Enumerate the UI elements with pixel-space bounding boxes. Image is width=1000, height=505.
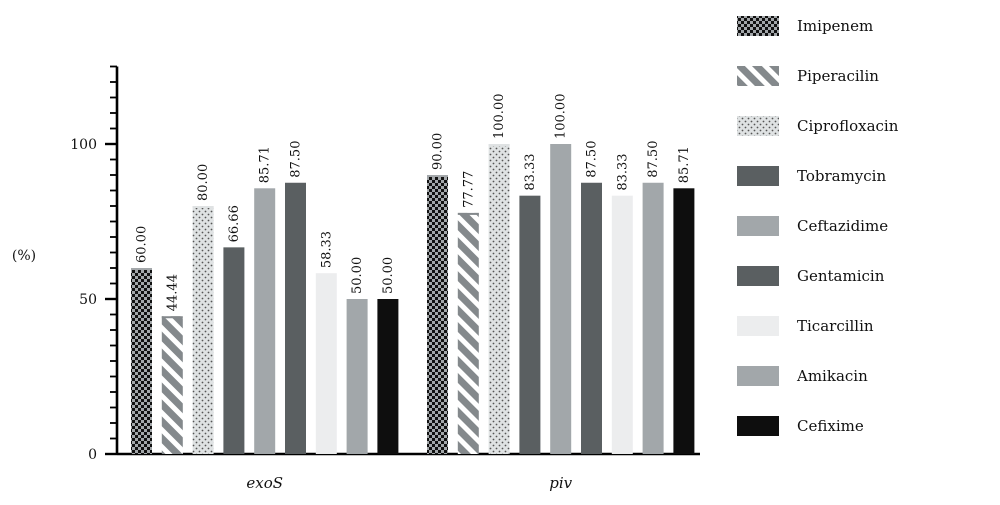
legend-swatch-gentamicin	[737, 266, 779, 286]
data-label: 80.00	[196, 164, 211, 201]
legend-label-imipenem: Imipenem	[797, 17, 873, 35]
data-label: 44.44	[165, 274, 180, 311]
bar-ceftazidime-exos	[254, 188, 276, 454]
bar-amikacin-exos	[346, 299, 368, 454]
legend-swatch-tobramycin	[737, 166, 779, 186]
bar-ticarcillin-piv	[611, 195, 633, 454]
bar-amikacin-piv	[642, 182, 664, 454]
legend: Imipenem Piperacilin Ciprofloxacin Tobramyc…	[737, 16, 899, 436]
bar-ceftazidime-piv	[550, 144, 572, 454]
bar-tobramycin-exos	[223, 247, 245, 454]
bar-ciprofloxacin-piv	[488, 144, 510, 454]
axis-layer: (%) 0 50 100 exoS piv	[12, 65, 700, 492]
legend-label-tobramycin: Tobramycin	[797, 167, 886, 185]
legend-swatch-cefixime	[737, 416, 779, 436]
legend-label-amikacin: Amikacin	[796, 367, 868, 385]
bar-tobramycin-piv	[519, 195, 541, 454]
data-label: 100.00	[554, 94, 569, 140]
bar-cap	[131, 268, 152, 270]
data-label: 66.66	[227, 205, 242, 242]
legend-label-piperacilin: Piperacilin	[797, 67, 879, 85]
data-label: 83.33	[615, 153, 630, 190]
data-label: 87.50	[585, 141, 600, 178]
legend-swatch-ticarcillin	[737, 316, 779, 336]
bar-cap	[457, 212, 479, 215]
bar-cefixime-piv	[673, 188, 695, 454]
legend-label-ceftazidime: Ceftazidime	[797, 217, 888, 235]
bar-piperacilin-exos	[161, 316, 183, 454]
data-label: 83.33	[523, 153, 538, 190]
bar-gentamicin-exos	[285, 182, 306, 454]
y-tick-label: 50	[79, 292, 97, 308]
x-category-label: exoS	[246, 474, 283, 492]
legend-label-gentamicin: Gentamicin	[797, 267, 885, 285]
legend-swatch-amikacin	[737, 366, 779, 386]
legend-label-ciprofloxacin: Ciprofloxacin	[797, 117, 899, 135]
bar-ticarcillin-exos	[315, 273, 337, 454]
data-label: 87.50	[289, 141, 304, 178]
bars-layer: 60.00 44.44 80.00 66.66 85.71 87.50 58.33 50.00…	[131, 94, 695, 454]
legend-swatch-piperacilin	[737, 66, 779, 86]
bar-piperacilin-piv	[457, 212, 479, 454]
bar-imipenem-piv	[427, 175, 448, 454]
legend-swatch-imipenem	[737, 16, 779, 36]
data-label: 58.33	[319, 231, 334, 268]
bar-cap	[161, 316, 183, 319]
y-tick-label: 100	[70, 137, 97, 153]
legend-swatch-ceftazidime	[737, 216, 779, 236]
bar-cap	[488, 144, 510, 146]
legend-swatch-ciprofloxacin	[737, 116, 779, 136]
legend-label-ticarcillin: Ticarcillin	[797, 317, 874, 335]
y-tick-label: 0	[88, 447, 97, 463]
bar-imipenem-exos	[131, 268, 152, 454]
bar-cefixime-exos	[377, 299, 399, 454]
data-label: 77.77	[461, 171, 476, 208]
data-label: 60.00	[135, 226, 150, 263]
data-label: 50.00	[381, 257, 396, 294]
bar-ciprofloxacin-exos	[192, 206, 214, 454]
y-axis-title: (%)	[12, 248, 36, 264]
data-label: 87.50	[646, 141, 661, 178]
data-label: 85.71	[258, 146, 273, 183]
data-label: 90.00	[431, 133, 446, 170]
bar-gentamicin-piv	[581, 182, 602, 454]
data-label: 100.00	[492, 94, 507, 139]
data-label: 85.71	[677, 146, 692, 183]
bar-cap	[192, 206, 214, 208]
x-category-label: piv	[549, 474, 572, 492]
data-label: 50.00	[350, 257, 365, 294]
legend-label-cefixime: Cefixime	[797, 417, 864, 435]
bar-cap	[427, 175, 448, 177]
